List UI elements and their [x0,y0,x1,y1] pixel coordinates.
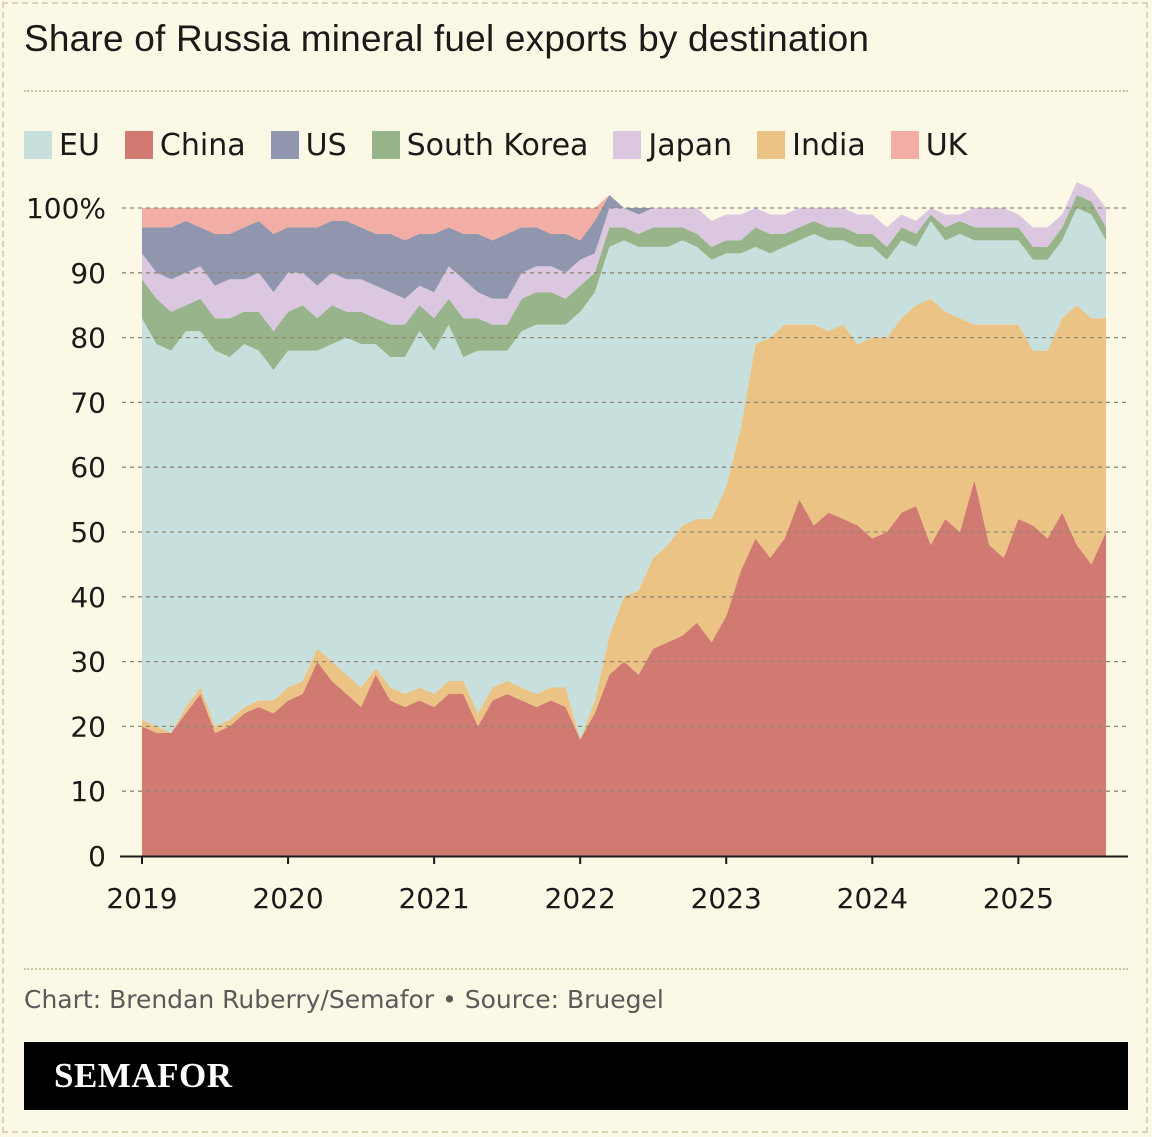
area-us [142,182,1106,299]
legend-label-south-korea: South Korea [406,127,589,163]
x-tick-label: 2021 [398,882,469,915]
brand-bar: SEMAFOR [24,1042,1128,1110]
divider-bottom [24,968,1128,970]
legend-label-japan: Japan [648,127,733,163]
brand-logo: SEMAFOR [54,1056,233,1095]
legend-label-us: US [305,127,347,163]
y-tick-label: 60 [70,451,106,484]
x-tick-label: 2024 [837,882,908,915]
y-tick-label: 10 [70,775,106,808]
area-south-korea [142,195,1106,370]
divider-top [24,90,1128,92]
area-eu [142,208,1106,740]
x-tick-label: 2023 [691,882,762,915]
legend-label-china: China [159,127,246,163]
y-tick-label: 30 [70,646,106,679]
chart-title: Share of Russia mineral fuel exports by … [24,18,870,59]
legend-swatch-india [757,131,786,159]
y-tick-label: 70 [70,386,106,419]
x-tick-label: 2025 [983,882,1054,915]
x-tick-label: 2019 [106,882,177,915]
legend-label-uk: UK [925,127,968,163]
x-tick-label: 2022 [545,882,616,915]
area-japan [142,182,1106,332]
legend-item-south-korea: South Korea [371,127,589,163]
legend-swatch-japan [613,131,642,159]
legend-swatch-uk [890,131,919,159]
legend-item-eu: EU [24,128,100,163]
y-tick-label: 100% [26,192,106,225]
legend-swatch-south-korea [371,131,400,159]
x-tick-label: 2020 [252,882,323,915]
legend-item-china: China [124,127,246,163]
area-china [142,480,1106,856]
y-axis: 100% 90 80 70 60 50 40 30 20 10 0 [26,192,106,873]
legend-label-india: India [792,127,866,163]
legend: EU China US South Korea Japan India UK [24,126,992,164]
area-series-group [142,182,1106,856]
y-tick-label: 80 [70,322,106,355]
legend-item-india: India [757,128,866,163]
legend-label-eu: EU [59,127,100,163]
legend-item-japan: Japan [613,128,732,163]
y-tick-label: 50 [70,516,106,549]
y-tick-label: 40 [70,581,106,614]
y-tick-label: 90 [70,257,106,290]
legend-item-uk: UK [890,127,968,163]
area-uk [142,182,1106,241]
y-tick-label: 0 [88,840,106,873]
area-india [142,298,1106,740]
legend-swatch-eu [24,131,52,159]
stacked-area-chart: 100% 90 80 70 60 50 40 30 20 10 0 2019 2020 2021 2022… [26,182,1128,915]
chart-credit: Chart: Brendan Ruberry/Semafor • Source:… [24,985,664,1014]
y-tick-label: 20 [70,710,106,743]
legend-swatch-china [124,131,153,159]
legend-swatch-us [270,131,299,159]
x-axis: 2019 2020 2021 2022 2023 2024 2025 [106,855,1128,915]
legend-item-us: US [270,127,347,163]
